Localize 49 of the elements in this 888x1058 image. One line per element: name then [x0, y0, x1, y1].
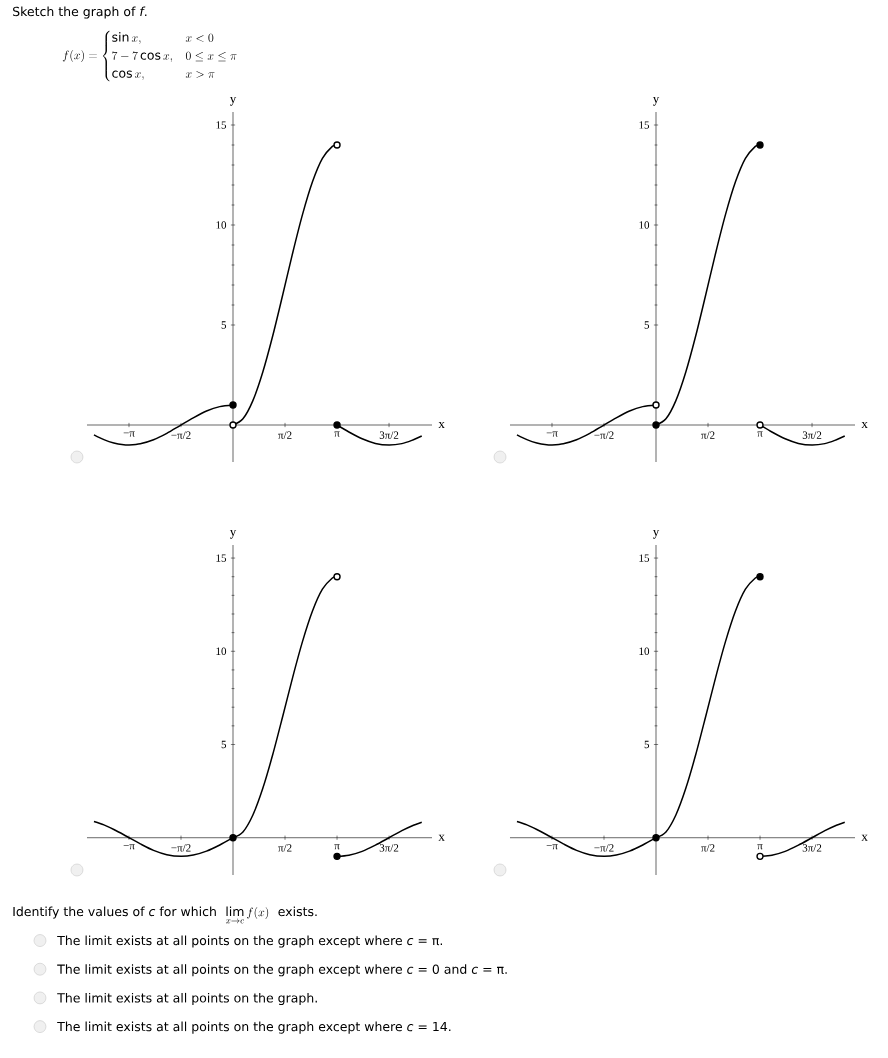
y-tick-label: 15	[639, 121, 650, 129]
x-tick-label: π	[334, 431, 340, 437]
x-axis-title: x	[861, 834, 868, 841]
y-axis-title: y	[229, 96, 237, 106]
x-tick-label: π	[757, 431, 763, 437]
x-tick-label: 3π/2	[802, 844, 822, 852]
x-axis-title: x	[861, 422, 868, 428]
x-tick-label: π	[334, 844, 340, 850]
x-tick-label: 3π/2	[802, 431, 822, 439]
x-tick-label: π	[757, 844, 763, 850]
x-tick-label: −π	[546, 431, 558, 437]
y-axis-title: y	[652, 96, 660, 106]
y-axis-title: y	[229, 529, 237, 539]
x-tick-label: π/2	[278, 844, 292, 852]
x-tick-label: −π	[123, 431, 135, 437]
y-tick-label: 10	[639, 647, 650, 655]
y-tick-label: 10	[216, 647, 227, 655]
y-tick-label: 10	[216, 221, 227, 229]
x-tick-label: 3π/2	[379, 844, 399, 852]
y-tick-label: 5	[644, 321, 650, 329]
y-tick-label: 5	[221, 740, 227, 749]
y-tick-label: 10	[639, 221, 650, 229]
x-tick-label: 3π/2	[379, 431, 399, 439]
text: $\lim_{x \to c} f(x)$	[225, 906, 269, 924]
text: exists.	[278, 906, 317, 917]
text: The limit exists at all points on the graph except where c = 14.	[57, 1021, 451, 1034]
x-tick-label: −π	[546, 844, 558, 850]
y-tick-label: 15	[639, 554, 650, 562]
y-tick-label: 15	[216, 121, 227, 129]
y-axis-title: y	[652, 529, 660, 539]
text: The limit exists at all points on the graph.	[57, 992, 317, 1006]
x-tick-label: π/2	[701, 844, 715, 852]
y-tick-label: 5	[644, 740, 650, 749]
x-tick-label: −π/2	[594, 431, 614, 439]
text: The limit exists at all points on the graph except where c = 0 and c = π.	[57, 964, 507, 977]
text: The limit exists at all points on the graph except where c = π.	[57, 935, 443, 948]
x-tick-label: −π	[123, 844, 135, 850]
x-tick-label: −π/2	[594, 844, 614, 852]
x-tick-label: −π/2	[171, 431, 191, 439]
x-tick-label: π/2	[278, 431, 292, 439]
y-tick-label: 5	[221, 321, 227, 329]
x-tick-label: −π/2	[171, 844, 191, 852]
x-axis-title: x	[438, 422, 445, 428]
text: $f(x) = \begin{cases} \sin x, & x < 0 \\ 7 - 7\cos x, & 0 \le x \le \pi \\ \cos x, & x > \pi \end{cases}$	[62, 30, 237, 82]
x-axis-title: x	[438, 834, 445, 841]
text: Identify the values of c for which	[13, 906, 216, 919]
text: Sketch the graph of f.	[13, 6, 147, 19]
y-tick-label: 15	[216, 554, 227, 562]
x-tick-label: π/2	[701, 431, 715, 439]
